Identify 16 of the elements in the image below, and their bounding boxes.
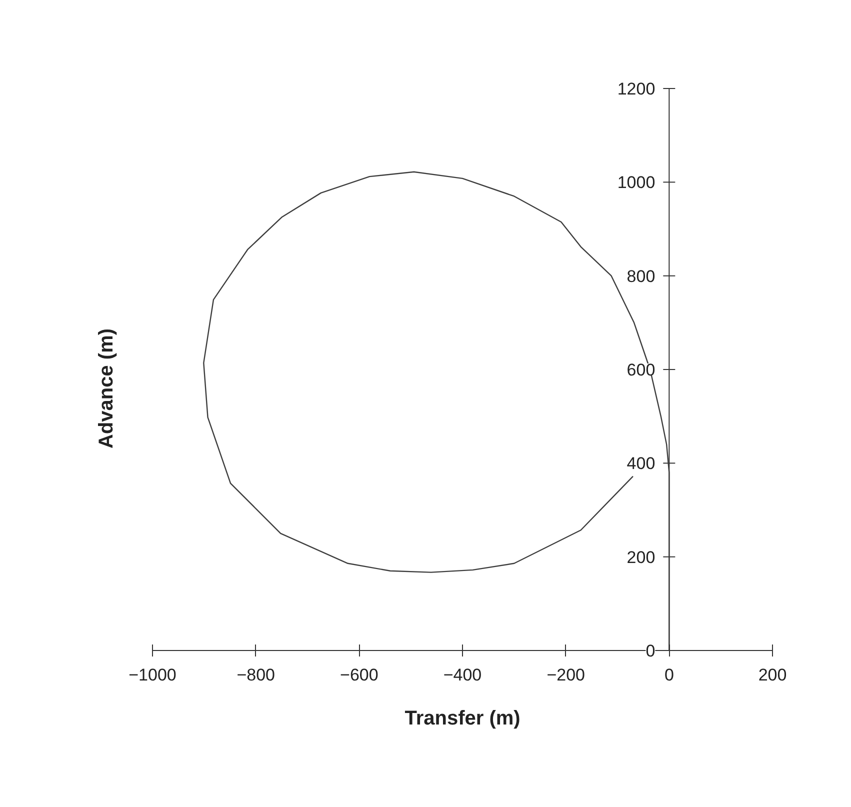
x-tick-label: −400 — [443, 666, 482, 684]
y-tick-label: 400 — [626, 454, 656, 474]
y-tick-label: 600 — [626, 360, 656, 380]
y-tick-label: 200 — [626, 548, 656, 567]
x-axis-title: Transfer (m) — [404, 708, 520, 730]
x-tick-label: −1000 — [128, 666, 176, 684]
x-tick-label: 200 — [758, 666, 787, 684]
y-tick-label: 1200 — [617, 80, 656, 98]
y-tick-label: 800 — [626, 266, 656, 286]
y-tick-label: 1000 — [617, 173, 656, 192]
y-axis-title: Advance (m) — [96, 328, 118, 449]
x-tick-label: −600 — [340, 666, 378, 684]
x-tick-label: 0 — [664, 666, 674, 684]
y-tick-label: 0 — [646, 642, 656, 660]
x-tick-label: −800 — [236, 666, 275, 684]
x-tick-label: −200 — [546, 666, 585, 684]
